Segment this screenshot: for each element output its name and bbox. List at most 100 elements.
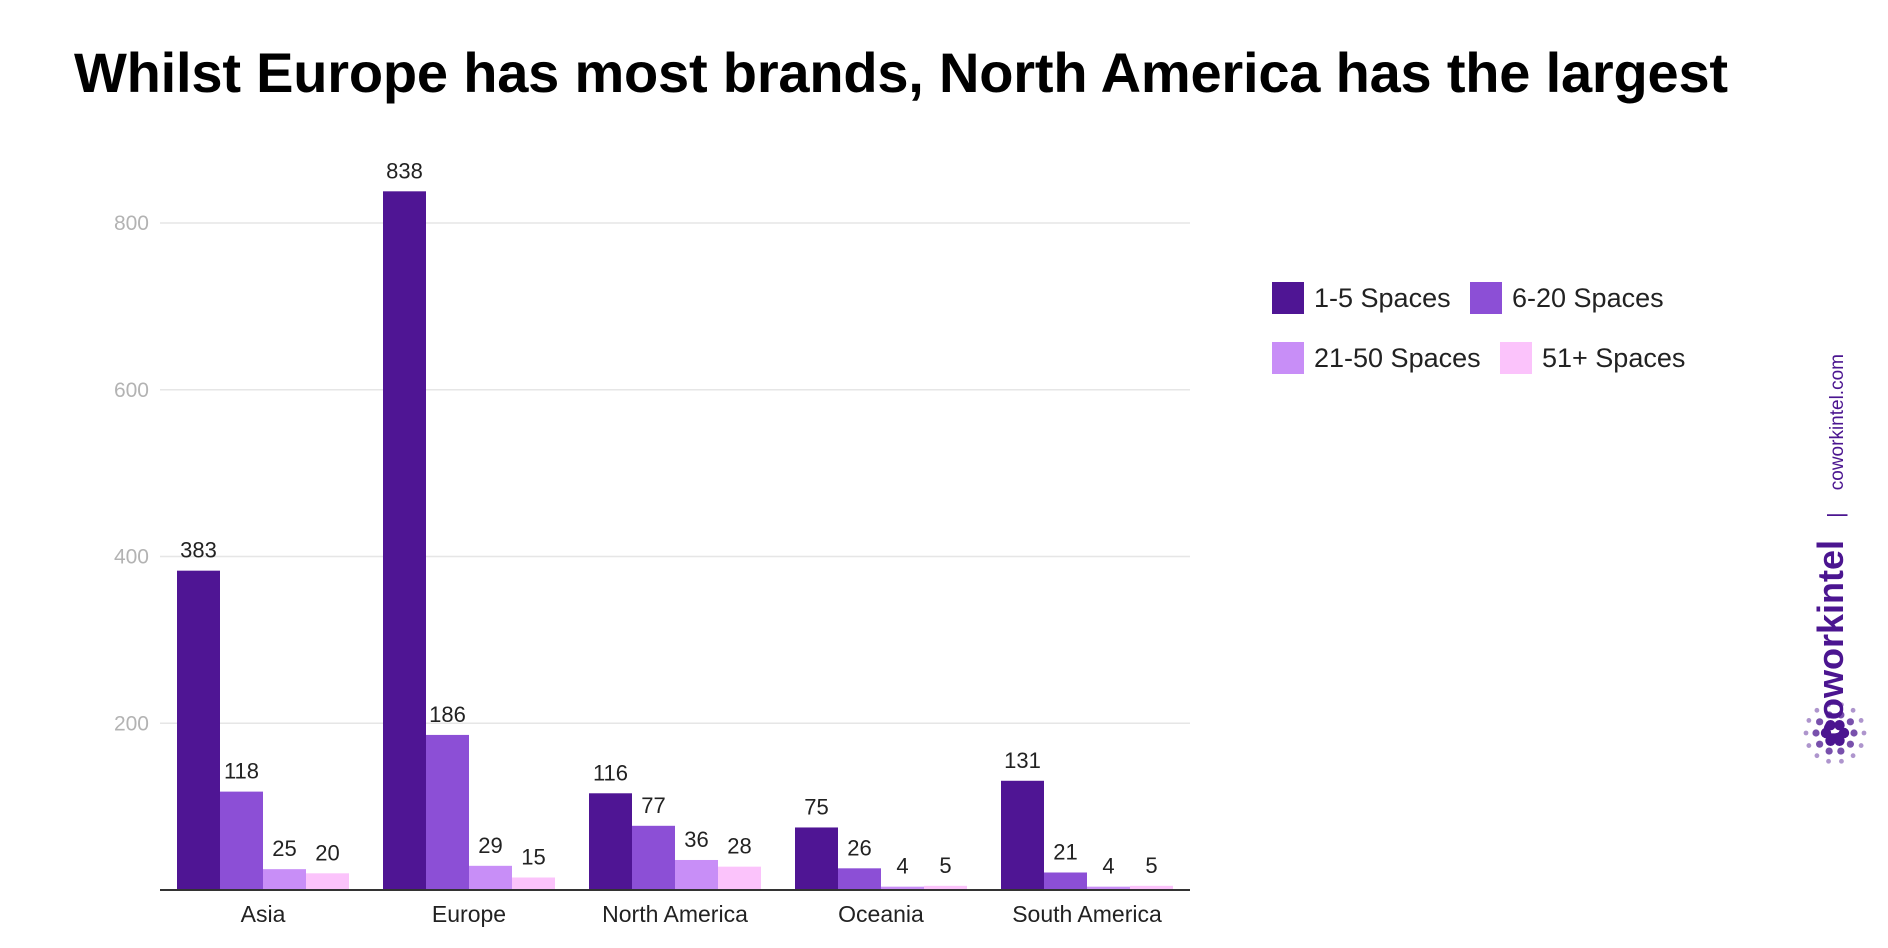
sunburst-dots-logo-icon: [1803, 702, 1867, 764]
data-label: 5: [939, 853, 951, 878]
legend-item-6-20: 6-20 Spaces: [1470, 282, 1664, 314]
logo-dot: [1850, 753, 1856, 759]
x-tick-label: Europe: [432, 901, 506, 927]
logo-dot: [1834, 720, 1845, 731]
bar: [1044, 872, 1087, 890]
logo-dot: [1839, 702, 1844, 708]
bars: [177, 191, 1173, 890]
logo-dot: [1806, 718, 1812, 723]
chart-title: Whilst Europe has most brands, North Ame…: [74, 41, 1728, 104]
legend-label-51-plus: 51+ Spaces: [1542, 342, 1686, 373]
logo-dot: [1814, 753, 1820, 759]
data-label: 75: [804, 794, 828, 819]
legend-label-21-50: 21-50 Spaces: [1314, 342, 1481, 373]
logo-dot: [1826, 702, 1831, 708]
brand-watermark: coworkintel | coworkintel.com: [1810, 354, 1852, 740]
logo-dot: [1816, 718, 1824, 726]
logo-dot: [1826, 758, 1831, 764]
x-tick-label: Oceania: [838, 901, 924, 927]
y-tick-label: 800: [114, 212, 149, 235]
x-tick-label: South America: [1012, 901, 1162, 927]
data-label: 131: [1004, 748, 1041, 773]
data-label: 29: [478, 833, 502, 858]
bar: [1130, 885, 1173, 890]
bar: [881, 886, 924, 890]
logo-dot: [1820, 727, 1832, 739]
data-label: 21: [1053, 839, 1077, 864]
bar: [795, 827, 838, 890]
logo-dot: [1825, 711, 1833, 719]
logo-dot: [1846, 740, 1854, 748]
y-tick-label: 200: [114, 712, 149, 735]
logo-dot: [1846, 718, 1854, 726]
legend-label-6-20: 6-20 Spaces: [1512, 282, 1664, 313]
brand-separator: |: [1823, 512, 1848, 518]
logo-dot: [1834, 735, 1845, 746]
data-label: 20: [315, 840, 339, 865]
bar: [383, 191, 426, 890]
logo-dot: [1825, 747, 1833, 755]
logo-dot: [1858, 743, 1864, 748]
data-label: 5: [1145, 853, 1157, 878]
logo-dot: [1850, 729, 1858, 737]
data-label: 25: [272, 836, 296, 861]
data-label: 28: [727, 834, 751, 859]
data-label: 118: [224, 759, 259, 784]
x-tick-label: North America: [602, 901, 748, 927]
bar: [512, 877, 555, 890]
x-tick-label: Asia: [241, 901, 286, 927]
data-label: 116: [593, 760, 628, 785]
logo-dot: [1806, 743, 1812, 748]
bar: [718, 866, 761, 890]
bar: [177, 570, 220, 890]
data-label: 15: [521, 844, 545, 869]
value-labels: 383 118 25 20 838 186 29 15 116 77 36 28 75 26 4 5 131 21…: [180, 158, 1157, 878]
logo-dot: [1816, 740, 1824, 748]
data-label: 186: [429, 702, 466, 727]
data-label: 77: [641, 793, 665, 818]
legend-swatch-6-20: [1470, 282, 1502, 314]
bar: [426, 734, 469, 890]
bar: [1087, 886, 1130, 890]
bar: [838, 868, 881, 890]
legend-item-1-5: 1-5 Spaces: [1272, 282, 1451, 314]
bar: [220, 791, 263, 890]
bar: [469, 865, 512, 890]
y-tick-label: 600: [114, 379, 149, 402]
data-label: 838: [386, 158, 423, 183]
bar: [263, 869, 306, 890]
logo-dot: [1858, 718, 1864, 723]
y-tick-label: 400: [114, 546, 149, 569]
legend-swatch-1-5: [1272, 282, 1304, 314]
bar: [1001, 780, 1044, 890]
logo-dot: [1838, 727, 1850, 739]
bar: [632, 825, 675, 890]
legend-item-51-plus: 51+ Spaces: [1500, 342, 1685, 374]
data-label: 383: [180, 538, 217, 563]
data-label: 4: [896, 854, 908, 879]
bar: [589, 793, 632, 890]
data-label: 36: [684, 827, 708, 852]
logo-dot: [1837, 711, 1845, 719]
data-label: 26: [847, 835, 871, 860]
axes: 200 400 600 800 Asia Europe North America Ocean…: [114, 212, 1190, 927]
bar: [675, 859, 718, 890]
logo-dot: [1812, 729, 1820, 737]
legend-swatch-21-50: [1272, 342, 1304, 374]
logo-dot: [1825, 720, 1836, 731]
legend-item-21-50: 21-50 Spaces: [1272, 342, 1481, 374]
data-label: 4: [1102, 854, 1114, 879]
logo-dot: [1825, 735, 1836, 746]
logo-dot: [1803, 730, 1809, 736]
bar: [924, 885, 967, 890]
logo-dot: [1837, 747, 1845, 755]
legend-swatch-51-plus: [1500, 342, 1532, 374]
logo-dot: [1861, 730, 1867, 736]
gridlines: [160, 222, 1190, 724]
bar: [306, 873, 349, 890]
legend-label-1-5: 1-5 Spaces: [1314, 282, 1451, 313]
logo-dot: [1839, 758, 1844, 764]
logo-dot: [1850, 707, 1856, 713]
brand-url: coworkintel.com: [1827, 354, 1848, 491]
